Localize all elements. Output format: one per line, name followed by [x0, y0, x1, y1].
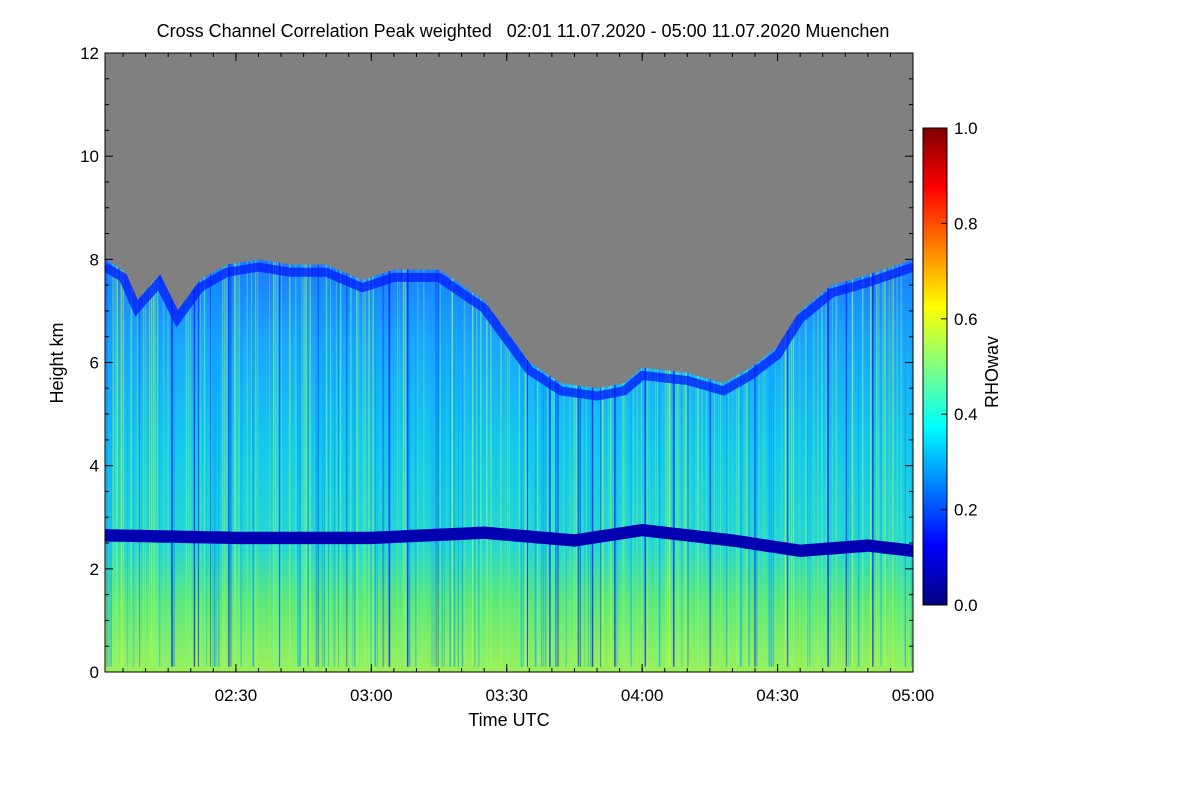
chart-title: Cross Channel Correlation Peak weighted …	[156, 21, 890, 41]
x-axis-label: Time UTC	[468, 710, 549, 730]
y-axis: 0 2 4 6 8 10 12	[80, 44, 913, 682]
colorbar-tick-label: 0.4	[954, 405, 978, 424]
colorbar-tick-label: 0.8	[954, 214, 978, 233]
colorbar-label: RHOwav	[982, 336, 1002, 408]
colorbar-tick-label: 1.0	[954, 119, 978, 138]
colorbar-tick-label: 0.2	[954, 501, 978, 520]
y-tick-label: 8	[90, 250, 99, 269]
y-tick-label: 12	[80, 44, 99, 63]
colorbar-gradient	[922, 127, 948, 606]
y-tick-label: 10	[80, 147, 99, 166]
plot-area	[105, 53, 913, 672]
colorbar-tick-label: 0.0	[954, 596, 978, 615]
x-axis: 02:30 03:00 03:30 04:00 04:30 05:00	[122, 53, 935, 705]
y-tick-label: 6	[90, 354, 99, 373]
x-tick-label: 03:30	[485, 686, 528, 705]
y-tick-label: 4	[90, 457, 99, 476]
y-axis-label: Height km	[47, 322, 67, 403]
x-tick-label: 02:30	[215, 686, 258, 705]
y-tick-label: 0	[90, 663, 99, 682]
colorbar: 0.0 0.2 0.4 0.6 0.8 1.0 RHOwav	[922, 119, 1002, 615]
x-tick-label: 05:00	[892, 686, 935, 705]
x-tick-label: 04:00	[621, 686, 664, 705]
low-correlation-layer	[105, 524, 913, 557]
y-tick-label: 2	[90, 560, 99, 579]
signal-streaks	[106, 259, 912, 667]
x-tick-label: 03:00	[350, 686, 393, 705]
x-tick-label: 04:30	[756, 686, 799, 705]
cloud-top-edge	[105, 262, 913, 401]
colorbar-tick-label: 0.6	[954, 310, 978, 329]
colorbar-ticks: 0.0 0.2 0.4 0.6 0.8 1.0	[941, 119, 978, 615]
